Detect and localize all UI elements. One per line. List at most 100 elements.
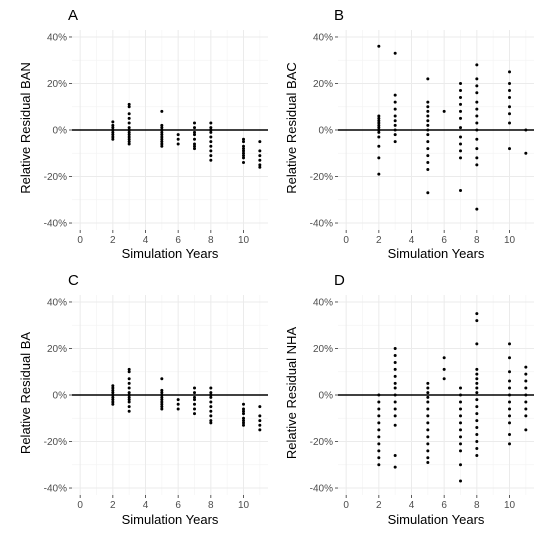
data-point-c bbox=[127, 393, 131, 397]
x-tick-label: 2 bbox=[110, 235, 116, 246]
data-point-d bbox=[393, 360, 397, 364]
data-point-c bbox=[127, 391, 131, 395]
data-point-c bbox=[127, 370, 131, 374]
data-point-d bbox=[393, 374, 397, 378]
data-point-d bbox=[508, 433, 511, 437]
data-point-b bbox=[459, 142, 462, 146]
data-point-d bbox=[442, 377, 446, 381]
data-point-c bbox=[160, 400, 164, 404]
data-point-b bbox=[524, 151, 528, 155]
data-point-c bbox=[160, 393, 164, 397]
data-point-b bbox=[459, 126, 462, 130]
data-point-b bbox=[426, 77, 430, 81]
x-tick-label: 0 bbox=[343, 235, 349, 246]
data-point-d bbox=[426, 460, 430, 464]
data-point-c bbox=[111, 398, 115, 402]
data-point-c bbox=[111, 393, 115, 397]
data-point-b bbox=[475, 121, 479, 125]
panel-letter-a: A bbox=[68, 7, 78, 24]
data-point-c bbox=[242, 416, 245, 420]
data-point-d bbox=[393, 423, 397, 427]
data-point-c bbox=[242, 409, 245, 413]
data-point-d bbox=[508, 442, 511, 446]
data-point-d bbox=[508, 421, 511, 425]
data-point-a bbox=[127, 135, 131, 139]
data-point-a bbox=[193, 130, 196, 134]
data-point-b bbox=[426, 105, 430, 109]
data-point-a bbox=[160, 128, 164, 132]
data-point-b bbox=[475, 137, 479, 141]
data-point-a bbox=[111, 135, 115, 139]
x-axis-title-b: Simulation Years bbox=[388, 246, 485, 261]
data-point-a bbox=[193, 147, 196, 151]
data-point-d bbox=[475, 453, 479, 457]
data-point-c bbox=[176, 402, 180, 406]
data-point-d bbox=[377, 393, 381, 397]
y-tick-label: 0% bbox=[319, 391, 334, 402]
data-point-a bbox=[193, 144, 196, 148]
data-point-d bbox=[426, 442, 430, 446]
data-point-d bbox=[508, 342, 511, 346]
data-point-b bbox=[508, 147, 511, 151]
data-point-b bbox=[377, 135, 381, 139]
data-point-c bbox=[176, 398, 180, 402]
data-point-d bbox=[393, 407, 397, 411]
data-point-b bbox=[475, 156, 479, 160]
data-point-d bbox=[508, 393, 511, 397]
data-point-c bbox=[127, 367, 131, 371]
data-point-b bbox=[426, 109, 430, 113]
y-tick-label: -20% bbox=[310, 172, 333, 183]
data-point-d bbox=[459, 421, 462, 425]
data-point-b bbox=[426, 191, 430, 195]
data-point-c bbox=[209, 414, 213, 418]
data-point-b bbox=[475, 91, 479, 95]
y-tick-label: 0% bbox=[53, 391, 68, 402]
data-point-d bbox=[475, 342, 479, 346]
data-point-a bbox=[209, 144, 213, 148]
data-point-a bbox=[258, 149, 262, 153]
data-point-c bbox=[127, 386, 131, 390]
x-tick-label: 6 bbox=[441, 500, 447, 511]
data-point-b bbox=[475, 84, 479, 88]
x-tick-label: 2 bbox=[376, 235, 382, 246]
data-point-d bbox=[377, 449, 381, 453]
y-tick-label: -20% bbox=[310, 437, 333, 448]
data-point-b bbox=[459, 95, 462, 99]
y-tick-label: -20% bbox=[44, 437, 67, 448]
data-point-d bbox=[426, 428, 430, 432]
data-point-d bbox=[426, 407, 430, 411]
data-point-c bbox=[242, 423, 245, 427]
data-point-b bbox=[426, 168, 430, 172]
data-point-a bbox=[258, 154, 262, 158]
data-point-d bbox=[393, 400, 397, 404]
data-point-a bbox=[242, 137, 245, 141]
data-point-c bbox=[193, 407, 196, 411]
data-point-d bbox=[426, 395, 430, 399]
data-point-d bbox=[508, 414, 511, 418]
data-point-c bbox=[127, 377, 131, 381]
data-point-b bbox=[393, 114, 397, 118]
data-point-d bbox=[524, 414, 528, 418]
data-point-a bbox=[160, 144, 164, 148]
data-point-b bbox=[393, 100, 397, 104]
data-point-a bbox=[242, 149, 245, 153]
panel-a: A 0 2 4 6 8 10 -40% -20% 0% 20% 40% Simulation Yea… bbox=[18, 7, 268, 261]
data-point-a bbox=[242, 154, 245, 158]
data-point-b bbox=[393, 107, 397, 111]
data-point-d bbox=[475, 391, 479, 395]
y-tick-label: 40% bbox=[313, 297, 333, 308]
x-tick-label: 8 bbox=[208, 235, 214, 246]
data-point-c bbox=[127, 400, 131, 404]
y-tick-label: -40% bbox=[44, 219, 67, 230]
x-tick-label: 0 bbox=[343, 500, 349, 511]
data-point-c bbox=[160, 407, 164, 411]
data-point-b bbox=[393, 123, 397, 127]
data-point-b bbox=[393, 133, 397, 137]
data-point-d bbox=[524, 400, 528, 404]
data-point-b bbox=[426, 133, 430, 137]
data-point-c bbox=[209, 386, 213, 390]
data-point-d bbox=[426, 391, 430, 395]
data-point-c bbox=[111, 391, 115, 395]
data-point-d bbox=[459, 435, 462, 439]
